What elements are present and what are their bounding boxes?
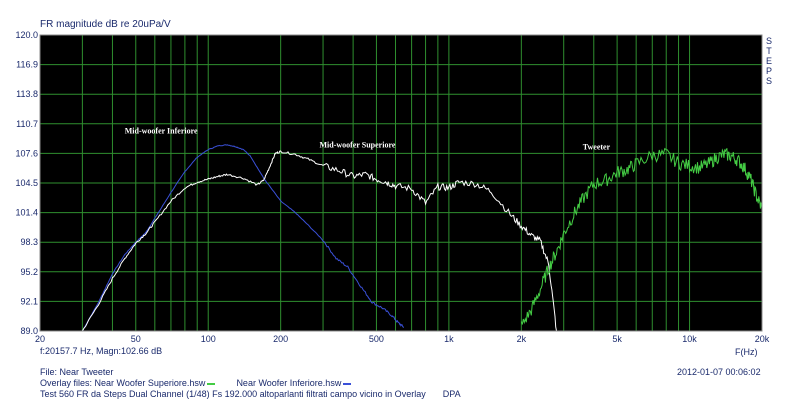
series-group: [81, 144, 763, 332]
x-tick-label: 500: [369, 334, 384, 344]
y-tick-labels: 120.0 116.9 113.8 110.7 107.6 104.5 101.4 98.3 9…: [15, 30, 38, 336]
y-tick-label: 116.9: [16, 60, 38, 70]
x-tick-label: 100: [201, 334, 216, 344]
annotations: Mid-woofer Inferiore Mid-woofer Superiore…: [125, 126, 611, 151]
y-tick-label: 95.2: [20, 267, 38, 277]
annotation-1: Mid-woofer Inferiore: [125, 126, 198, 135]
x-tick-label: 10k: [682, 334, 697, 344]
y-tick-label: 113.8: [16, 89, 38, 99]
x-tick-label: 1k: [444, 334, 454, 344]
y-tick-label: 98.3: [20, 237, 38, 247]
y-tick-label: 101.4: [15, 208, 38, 218]
app-name: DPA: [442, 389, 461, 399]
description-text: Test 560 FR da Steps Dual Channel (1/48)…: [40, 389, 426, 399]
x-tick-label: 20: [35, 334, 45, 344]
x-tick-label: 20k: [755, 334, 770, 344]
x-tick-label: 50: [131, 334, 141, 344]
overlay-files: Overlay files: Near Woofer Superiore.hsw…: [40, 378, 352, 388]
x-axis-label: F(Hz): [735, 347, 758, 357]
annotation-3: Tweeter: [583, 143, 611, 152]
y-tick-label: 110.7: [16, 119, 38, 129]
test-description: Test 560 FR da Steps Dual Channel (1/48)…: [40, 389, 461, 399]
timestamp: 2012-01-07 00:06:02: [677, 367, 761, 377]
series-line-3: [520, 147, 763, 325]
x-tick-labels: 20 50 100 200 500 1k 2k 5k 10k 20k: [35, 334, 770, 344]
cursor-readout: f:20157.7 Hz, Magn:102.66 dB: [40, 346, 163, 356]
side-label: STEPS: [765, 36, 772, 86]
series-line-2: [81, 150, 557, 332]
y-tick-label: 104.5: [15, 178, 38, 188]
overlay-prefix: Overlay files:: [40, 378, 95, 388]
overlay-2-swatch: [343, 382, 352, 385]
y-tick-label: 92.1: [20, 296, 38, 306]
y-tick-label: 120.0: [15, 30, 38, 40]
chart-title: FR magnitude dB re 20uPa/V: [40, 19, 171, 30]
x-tick-label: 2k: [517, 334, 527, 344]
y-tick-label: 89.0: [20, 326, 38, 336]
overlay-1-swatch: [207, 382, 216, 385]
overlay-file-2: Near Woofer Inferiore.hsw: [236, 378, 342, 388]
x-tick-label: 200: [273, 334, 288, 344]
plot-border: [39, 34, 763, 332]
x-tick-label: 5k: [612, 334, 622, 344]
series-line-1: [81, 144, 404, 332]
file-name: File: Near Tweeter: [40, 367, 114, 377]
y-tick-label: 107.6: [15, 148, 38, 158]
overlay-file-1: Near Woofer Superiore.hsw: [94, 378, 206, 388]
annotation-2: Mid-woofer Superiore: [320, 141, 396, 150]
